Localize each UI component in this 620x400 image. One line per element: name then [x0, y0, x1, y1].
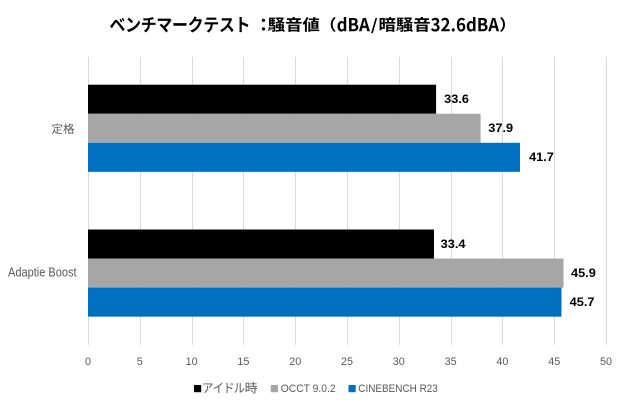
svg-text:45.9: 45.9	[571, 267, 596, 280]
svg-text:20: 20	[289, 356, 301, 368]
svg-text:45.7: 45.7	[570, 296, 595, 309]
svg-text:33.4: 33.4	[441, 238, 466, 251]
svg-text:37.9: 37.9	[488, 122, 513, 135]
svg-text:5: 5	[137, 356, 143, 368]
svg-text:15: 15	[237, 356, 249, 368]
svg-text:0: 0	[85, 356, 91, 368]
svg-text:OCCT 9.0.2: OCCT 9.0.2	[281, 383, 336, 395]
svg-text:CINEBENCH R23: CINEBENCH R23	[358, 383, 438, 395]
svg-text:45: 45	[548, 356, 560, 368]
svg-text:50: 50	[600, 356, 612, 368]
svg-text:41.7: 41.7	[529, 151, 554, 164]
svg-text:25: 25	[341, 356, 353, 368]
svg-text:40: 40	[496, 356, 508, 368]
svg-text:10: 10	[186, 356, 198, 368]
svg-text:35: 35	[445, 356, 457, 368]
svg-text:33.6: 33.6	[444, 93, 469, 106]
svg-text:30: 30	[393, 356, 405, 368]
svg-text:Adaptie Boost: Adaptie Boost	[8, 266, 77, 280]
